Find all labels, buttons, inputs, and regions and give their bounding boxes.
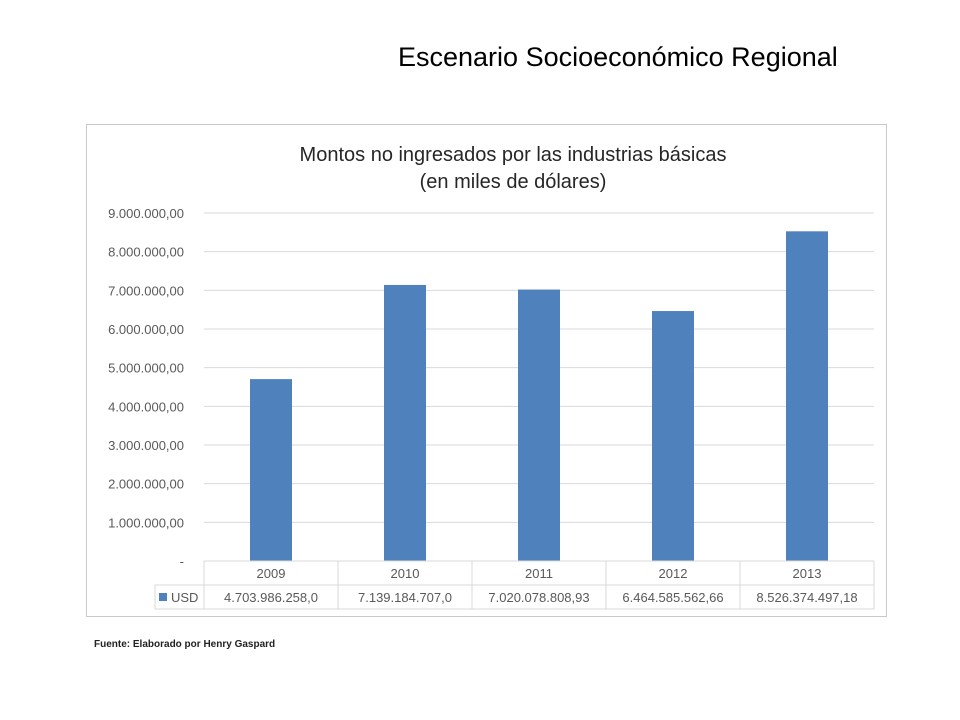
data-table-value: 7.020.078.808,93 bbox=[488, 590, 589, 605]
x-category-label: 2010 bbox=[391, 566, 420, 581]
x-category-label: 2012 bbox=[659, 566, 688, 581]
slide-title: Escenario Socioeconómico Regional bbox=[398, 42, 838, 72]
y-tick-label: - bbox=[180, 554, 184, 569]
bar bbox=[652, 311, 694, 561]
x-category-label: 2013 bbox=[793, 566, 822, 581]
y-tick-label: 4.000.000,00 bbox=[108, 399, 184, 414]
y-tick-label: 2.000.000,00 bbox=[108, 477, 184, 492]
data-table-value: 4.703.986.258,0 bbox=[224, 590, 318, 605]
y-tick-label: 5.000.000,00 bbox=[108, 361, 184, 376]
data-table-value: 6.464.585.562,66 bbox=[622, 590, 723, 605]
y-tick-label: 6.000.000,00 bbox=[108, 322, 184, 337]
bar bbox=[384, 284, 426, 561]
x-category-label: 2011 bbox=[525, 566, 553, 581]
y-tick-label: 1.000.000,00 bbox=[108, 515, 184, 530]
data-table-value: 7.139.184.707,0 bbox=[358, 590, 452, 605]
y-tick-label: 8.000.000,00 bbox=[108, 245, 184, 260]
chart-frame: Montos no ingresados por las industrias … bbox=[86, 124, 887, 617]
chart-title-line: Montos no ingresados por las industrias … bbox=[300, 144, 727, 166]
chart-title-line: (en miles de dólares) bbox=[420, 171, 607, 193]
bar bbox=[250, 379, 292, 561]
bar-chart: Montos no ingresados por las industrias … bbox=[108, 144, 875, 610]
data-table-value: 8.526.374.497,18 bbox=[756, 590, 857, 605]
y-tick-label: 7.000.000,00 bbox=[108, 283, 184, 298]
legend-key bbox=[159, 593, 167, 601]
x-category-label: 2009 bbox=[257, 566, 286, 581]
bar bbox=[786, 231, 828, 561]
y-tick-label: 9.000.000,00 bbox=[108, 206, 184, 221]
series-name: USD bbox=[171, 590, 198, 605]
bar bbox=[518, 289, 560, 561]
source-note: Fuente: Elaborado por Henry Gaspard bbox=[94, 639, 276, 650]
y-tick-label: 3.000.000,00 bbox=[108, 438, 184, 453]
